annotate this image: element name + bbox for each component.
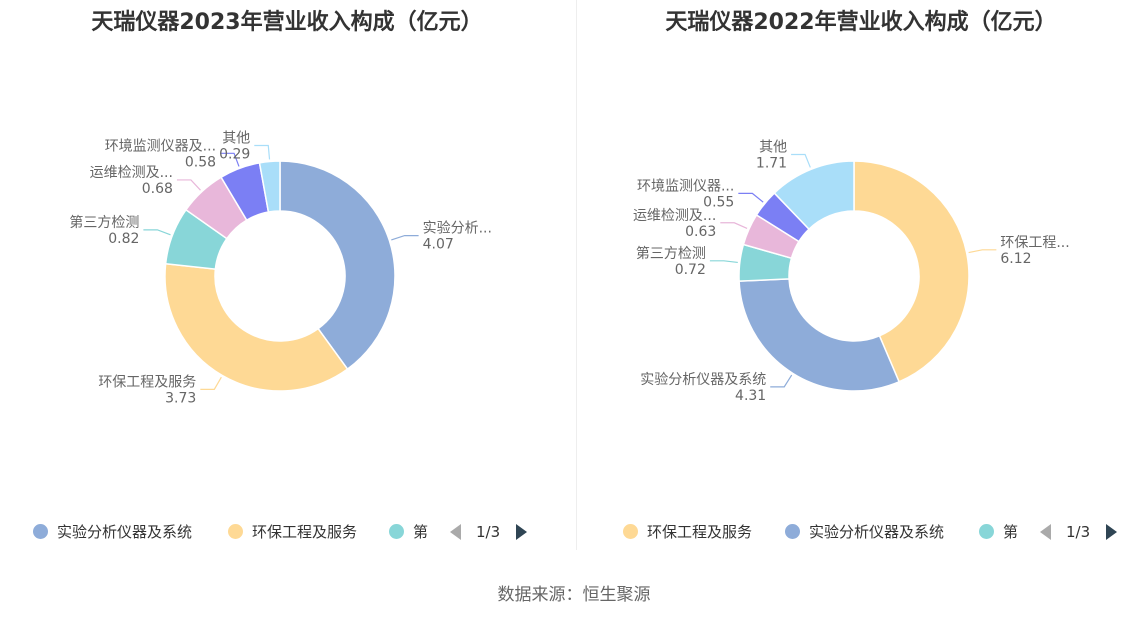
- data-source: 数据来源：恒生聚源: [497, 585, 651, 605]
- label-leader-line: [143, 229, 171, 236]
- legend-item[interactable]: 环保工程及服务: [228, 519, 357, 545]
- slice-label-value: 0.82: [108, 231, 139, 247]
- slice-label-value: 3.73: [165, 390, 196, 406]
- slice-label-value: 4.07: [423, 237, 454, 253]
- slice-label-name: 其他: [222, 131, 250, 147]
- legend-dot-icon: [228, 524, 243, 539]
- slice-label-name: 环境监测仪器...: [637, 178, 734, 194]
- legend-item[interactable]: 实验分析仪器及系统: [33, 519, 192, 545]
- chart-panel-2022: 天瑞仪器2022年营业收入构成（亿元） 环保工程... 6.12 实验分析仪器及系统…: [574, 0, 1148, 560]
- slice-label-name: 其他: [759, 139, 787, 155]
- legend-dot-icon: [979, 524, 994, 539]
- slice-label-name: 环保工程及服务: [98, 374, 196, 390]
- slice-label-name: 环保工程...: [1000, 235, 1069, 251]
- slice-label-name: 第三方检测: [636, 245, 706, 262]
- label-leader-line: [254, 144, 271, 160]
- donut-slice[interactable]: [279, 160, 396, 371]
- donut-slice[interactable]: [853, 160, 970, 383]
- label-leader-line: [391, 234, 419, 241]
- slice-label-name: 实验分析...: [423, 221, 492, 237]
- legend-label: 实验分析仪器及系统: [809, 523, 945, 541]
- legend-dot-icon: [623, 524, 638, 539]
- slice-label-value: 1.71: [756, 155, 787, 171]
- slice-label-value: 0.63: [685, 224, 716, 240]
- chart-title: 天瑞仪器2022年营业收入构成（亿元）: [665, 10, 1057, 35]
- legend-dot-icon: [33, 524, 48, 539]
- chart-title: 天瑞仪器2023年营业收入构成（亿元）: [91, 10, 483, 35]
- slice-label-value: 0.55: [703, 194, 734, 210]
- slice-label-name: 运维检测及...: [633, 208, 716, 224]
- label-leader-line: [709, 260, 738, 264]
- legend-item[interactable]: 环保工程及服务: [623, 519, 752, 545]
- legend-page-indicator: 1/3: [1066, 523, 1091, 541]
- legend-prev-icon[interactable]: [1040, 524, 1051, 540]
- legend-label: 第: [1003, 523, 1019, 541]
- legend-prev-icon[interactable]: [450, 524, 461, 540]
- legend-dot-icon: [389, 524, 404, 539]
- legend-next-icon[interactable]: [516, 524, 527, 540]
- slice-label-name: 环境监测仪器及...: [105, 138, 216, 154]
- chart-panel-2023: 天瑞仪器2023年营业收入构成（亿元） 实验分析... 4.07 环保工程及服务 3.…: [0, 0, 574, 560]
- label-leader-line: [720, 222, 748, 230]
- slice-label-value: 0.29: [219, 147, 250, 163]
- label-leader-line: [220, 152, 240, 167]
- slice-label-value: 0.58: [185, 154, 216, 170]
- legend-item[interactable]: 实验分析仪器及系统: [785, 519, 944, 545]
- panel-divider: [576, 0, 577, 550]
- legend-label: 环保工程及服务: [647, 523, 753, 541]
- donut-slice[interactable]: [164, 262, 349, 392]
- legend-item[interactable]: 第: [979, 519, 1018, 545]
- legend-label: 实验分析仪器及系统: [57, 523, 193, 541]
- slice-label-name: 实验分析仪器及系统: [640, 372, 766, 388]
- slice-label-value: 0.72: [675, 262, 706, 278]
- slice-label-value: 0.68: [142, 181, 173, 197]
- slice-label-value: 4.31: [735, 388, 766, 404]
- legend-page-indicator: 1/3: [476, 523, 501, 541]
- label-leader-line: [770, 374, 793, 388]
- legend-label: 第: [413, 523, 429, 541]
- legend-label: 环保工程及服务: [252, 523, 358, 541]
- slice-label-value: 6.12: [1000, 251, 1031, 267]
- label-leader-line: [791, 153, 811, 168]
- donut-slice[interactable]: [773, 160, 855, 231]
- label-leader-line: [738, 192, 764, 203]
- donut-slice[interactable]: [258, 160, 281, 213]
- label-leader-line: [200, 376, 222, 390]
- slice-label-name: 运维检测及...: [90, 165, 173, 181]
- legend-item[interactable]: 第: [389, 519, 428, 545]
- label-leader-line: [968, 249, 997, 254]
- legend-next-icon[interactable]: [1106, 524, 1117, 540]
- donut-chart-2023: 实验分析...4.07环保工程及服务3.73第三方检测0.82运维检测及...0…: [69, 131, 492, 407]
- donut-slice[interactable]: [738, 278, 901, 392]
- label-leader-line: [176, 179, 201, 191]
- legend-dot-icon: [785, 524, 800, 539]
- slice-label-name: 第三方检测: [69, 214, 139, 231]
